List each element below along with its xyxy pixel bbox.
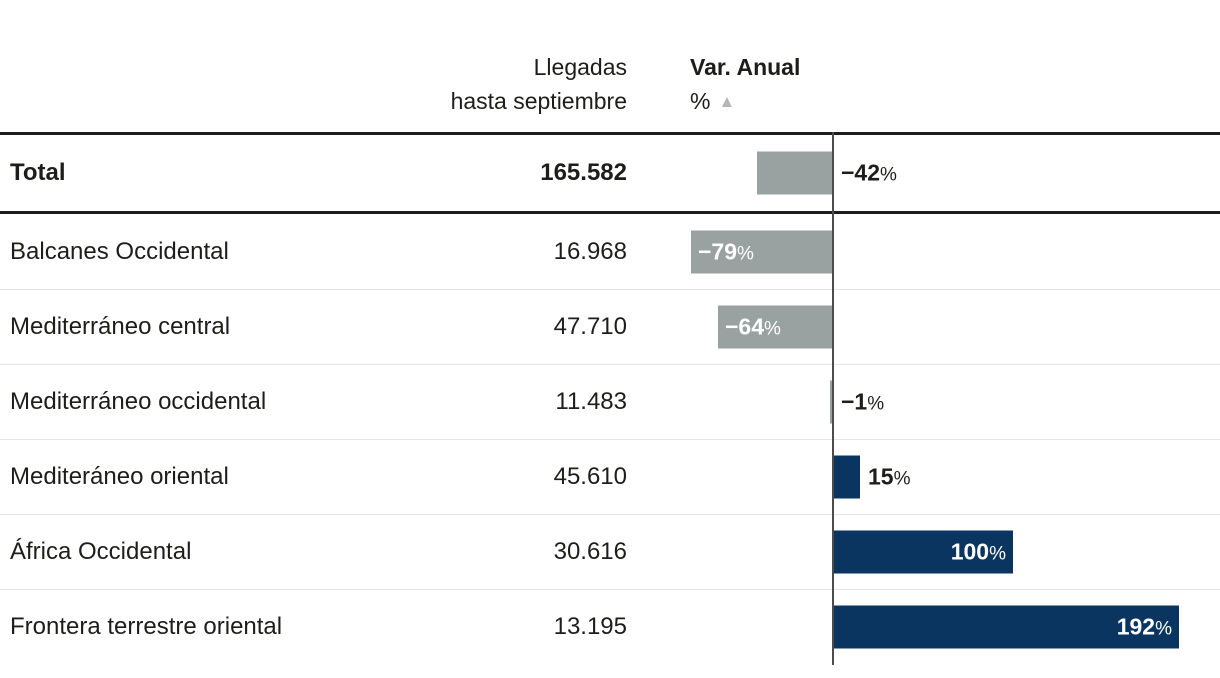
variation-label: −42% — [841, 159, 897, 186]
arrivals-value: 45.610 — [553, 463, 627, 490]
variation-bar — [830, 380, 833, 424]
data-table: Total 165.582 −42% Balcanes Occidental 1… — [0, 132, 1220, 664]
variation-bar — [833, 530, 1013, 574]
variation-bar — [718, 305, 833, 349]
variation-label: 192% — [1116, 613, 1172, 640]
variation-bar — [833, 455, 860, 499]
table-row: Balcanes Occidental 16.968 −79% — [0, 214, 1220, 289]
table-row: África Occidental 30.616 100% — [0, 514, 1220, 589]
variation-label: −1% — [841, 388, 885, 415]
row-label: Balcanes Occidental — [10, 237, 229, 265]
variation-unit: % — [690, 88, 711, 114]
arrivals-value: 30.616 — [553, 538, 627, 565]
arrivals-header-line1: Llegadas — [533, 54, 627, 80]
variation-header-title: Var. Anual — [690, 54, 801, 80]
arrivals-header-line2: hasta septiembre — [450, 88, 627, 114]
variation-bar — [691, 230, 833, 273]
row-label: Frontera terrestre oriental — [10, 613, 283, 640]
variation-bar — [757, 151, 833, 195]
arrivals-value: 16.968 — [553, 237, 627, 265]
up-triangle-icon: ▲ — [718, 91, 736, 111]
table-row: Mediteráneo oriental 45.610 15% — [0, 439, 1220, 514]
row-label: Mediterráneo occidental — [10, 388, 267, 415]
arrivals-value: 47.710 — [553, 313, 627, 340]
arrivals-value: 165.582 — [540, 159, 627, 186]
table-row: Mediterráneo central 47.710 −64% — [0, 289, 1220, 364]
arrivals-value: 13.195 — [553, 613, 627, 640]
variation-column-header: Var. Anual % ▲ — [690, 50, 800, 118]
variation-label: 15% — [868, 463, 911, 490]
variation-label: −64% — [725, 313, 781, 340]
variation-bar — [833, 605, 1179, 649]
row-label: Mediteráneo oriental — [10, 463, 229, 490]
table-row: Frontera terrestre oriental 13.195 192% — [0, 589, 1220, 664]
row-label: África Occidental — [10, 538, 192, 565]
row-label: Total — [10, 159, 66, 186]
row-label: Mediterráneo central — [10, 313, 231, 340]
zero-axis-line — [832, 132, 834, 665]
table-row: Mediterráneo occidental 11.483 −1% — [0, 364, 1220, 439]
variation-label: 100% — [950, 538, 1006, 565]
arrivals-value: 11.483 — [555, 388, 627, 415]
variation-label: −79% — [698, 238, 754, 264]
arrivals-column-header: Llegadas hasta septiembre — [451, 50, 627, 118]
table-row-total: Total 165.582 −42% — [0, 135, 1220, 214]
